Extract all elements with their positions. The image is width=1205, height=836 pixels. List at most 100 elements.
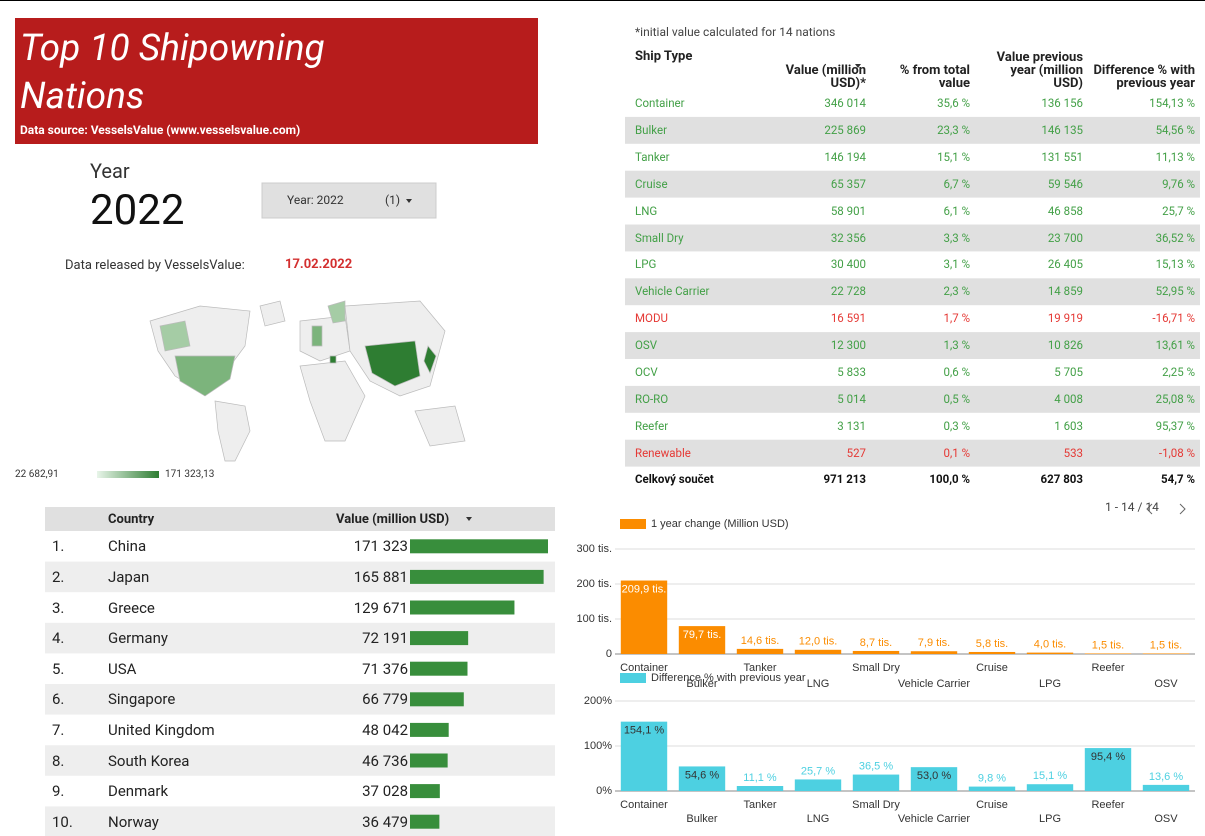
cell: 3 131 [837, 418, 866, 433]
world-map [149, 300, 466, 462]
legend-swatch [620, 519, 646, 529]
cell: 12 300 [830, 338, 866, 353]
bar [620, 721, 668, 791]
cell: 10 826 [1047, 338, 1083, 353]
y-tick-label: 200% [584, 695, 612, 707]
rank: 8. [52, 751, 65, 770]
value-label: 66 779 [362, 690, 408, 709]
cell: 527 [846, 445, 866, 460]
x-tick-label: Container [620, 662, 668, 674]
column-header: Country [108, 512, 155, 527]
value-label: 171 323 [353, 537, 408, 556]
data-label: 79,7 tis. [683, 629, 722, 641]
bar [410, 784, 440, 799]
bar [620, 580, 668, 654]
row-bg [45, 806, 555, 836]
legend-label: Difference % with previous year [651, 672, 806, 684]
cell: 23 700 [1047, 230, 1083, 245]
column-header: Value previous year (million USD) [996, 50, 1083, 91]
cell: 2,25 % [1162, 365, 1195, 379]
map-legend-gradient [97, 471, 159, 478]
value-label: 165 881 [353, 567, 408, 586]
column-header: Value (million USD)* [785, 63, 866, 91]
cell: 5 833 [837, 365, 866, 379]
value-label: 48 042 [362, 720, 408, 739]
bar [1026, 652, 1074, 654]
cell: 23,3 % [937, 122, 970, 137]
column-header: Value (million USD) [336, 512, 450, 527]
cell: 1,3 % [943, 338, 970, 353]
title-banner [15, 18, 538, 144]
cell: 36,52 % [1155, 230, 1195, 245]
bar [1142, 784, 1190, 791]
row-bg [625, 278, 1200, 306]
cell: 11,13 % [1155, 149, 1195, 164]
cell: 30 400 [830, 257, 866, 272]
bar [410, 692, 464, 707]
data-label: 36,5 % [859, 760, 893, 772]
cell: 13,61 % [1155, 338, 1195, 353]
year-dropdown[interactable] [261, 182, 437, 219]
cell: 0,5 % [943, 391, 970, 406]
y-tick-label: 0 [606, 648, 612, 660]
cell: LPG [635, 257, 657, 272]
rank: 3. [52, 598, 65, 617]
total-cell: 100,0 % [929, 472, 970, 486]
x-tick-label: Vehicle Carrier [898, 678, 970, 690]
country: Denmark [108, 782, 169, 801]
row-bg [625, 385, 1200, 413]
pager-arrows[interactable] [1146, 503, 1186, 515]
data-label: 15,1 % [1033, 770, 1067, 782]
data-label: 54,6 % [685, 769, 719, 781]
cell: 32 356 [830, 230, 866, 245]
country: Singapore [108, 690, 176, 709]
cell: 225 869 [824, 122, 866, 137]
cell: 2,3 % [943, 284, 970, 299]
cell: OSV [635, 338, 658, 353]
cell: 3,3 % [943, 230, 970, 245]
bar [1142, 653, 1190, 654]
country: South Korea [108, 751, 190, 770]
country: Norway [108, 812, 159, 831]
data-label: 1,5 tis. [1092, 639, 1124, 651]
data-label: 11,1 % [743, 772, 777, 784]
value-label: 129 671 [353, 598, 408, 617]
year-label: Year [90, 159, 130, 183]
bar [794, 649, 842, 654]
bar [410, 753, 448, 768]
total-cell: 627 803 [1040, 472, 1083, 486]
cell: Renewable [635, 445, 691, 460]
bar [678, 626, 726, 654]
data-label: 9,8 % [978, 772, 1006, 784]
cell: 54,56 % [1155, 122, 1195, 137]
x-tick-label: Small Dry [852, 662, 900, 674]
cell: 6,1 % [943, 203, 970, 218]
column-header: % from total value [899, 63, 970, 91]
title: Top 10 Shipowning Nations [20, 27, 325, 118]
year-value: 2022 [90, 186, 185, 235]
cell: 58 901 [830, 203, 866, 218]
cell: Bulker [635, 122, 668, 137]
cell: 46 858 [1047, 203, 1083, 218]
bar [410, 722, 449, 737]
country: Greece [108, 598, 155, 617]
cell: 4 008 [1054, 391, 1083, 406]
cell: MODU [635, 311, 668, 326]
cell: 26 405 [1047, 257, 1083, 272]
rank: 7. [52, 720, 65, 739]
data-label: 14,6 tis. [741, 635, 780, 647]
table-note: *initial value calculated for 14 nations [635, 25, 836, 39]
value-label: 72 191 [362, 629, 408, 648]
cell: LNG [635, 203, 658, 218]
column-header: Ship Type [635, 49, 693, 64]
cell: 533 [1063, 445, 1083, 460]
cell: 6,7 % [943, 176, 970, 191]
cell: Cruise [635, 176, 668, 191]
x-tick-label: Reefer [1091, 799, 1124, 811]
release-date: 17.02.2022 [285, 257, 353, 272]
cell: 5 014 [837, 391, 866, 406]
cell: -1,08 % [1158, 445, 1195, 460]
x-tick-label: Tanker [743, 662, 776, 674]
cell: 15,13 % [1155, 257, 1195, 272]
